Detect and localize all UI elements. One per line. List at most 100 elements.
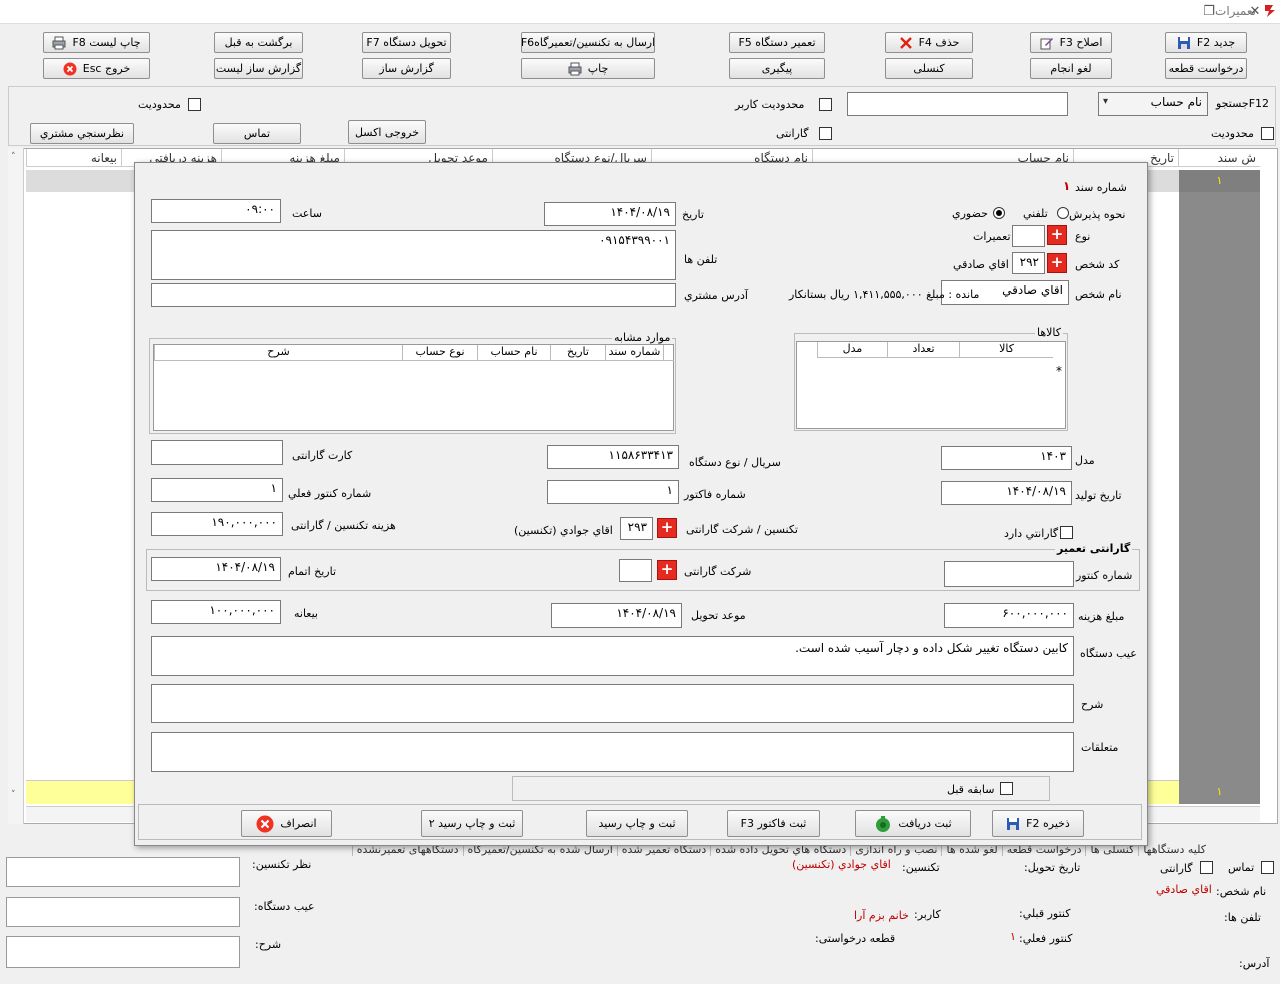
- bottom-defect-field[interactable]: [6, 897, 240, 927]
- selected-row-doc-number[interactable]: ۱: [1179, 170, 1260, 192]
- warranty-card-field[interactable]: [151, 440, 283, 465]
- deliver-device-button[interactable]: تحویل دستگاه F7: [362, 32, 451, 53]
- defect-field[interactable]: کابین دستگاه تغییر شکل داده و دچار آسیب …: [151, 636, 1074, 676]
- phone-radio[interactable]: [1057, 207, 1069, 219]
- contact-button[interactable]: تماس: [213, 123, 301, 144]
- tab-not-repaired[interactable]: دستگاههای تعمیرنشده: [351, 843, 463, 856]
- col-cost[interactable]: مبلغ هزینه: [221, 149, 344, 167]
- tech-cost-field[interactable]: ۱۹۰,۰۰۰,۰۰۰: [151, 512, 283, 536]
- search-input[interactable]: [847, 92, 1068, 116]
- col-deposit[interactable]: بیعانه: [26, 149, 121, 167]
- has-warranty-checkbox[interactable]: [1060, 526, 1073, 539]
- date-field[interactable]: ۱۴۰۴/۰۸/۱۹: [544, 202, 676, 226]
- meter-number-field[interactable]: [944, 561, 1074, 587]
- history-checkbox[interactable]: [1000, 782, 1013, 795]
- goods-col-qty[interactable]: تعداد: [887, 342, 959, 358]
- similar-items-grid[interactable]: شماره سند تاریخ نام حساب نوع حساب شرح: [153, 344, 674, 431]
- similar-col-account[interactable]: نام حساب: [477, 345, 550, 361]
- search-field-select[interactable]: نام حساب ▾: [1098, 92, 1208, 116]
- add-warranty-company-icon[interactable]: +: [657, 560, 677, 580]
- finish-date-field[interactable]: ۱۴۰۴/۰۸/۱۹: [151, 557, 281, 581]
- tab-installation[interactable]: نصب و راه اندازی: [850, 843, 941, 856]
- save-button[interactable]: ذخیره F2: [992, 810, 1084, 837]
- report-builder-button[interactable]: گزارش ساز: [362, 58, 451, 79]
- type-code-field[interactable]: [1012, 225, 1045, 247]
- send-to-technician-button[interactable]: ارسال به تکنسین/تعمیرگاهF6: [521, 32, 655, 53]
- similar-col-desc[interactable]: شرح: [154, 345, 402, 361]
- delete-button[interactable]: حذف F4: [885, 32, 973, 53]
- tab-cancelled[interactable]: لغو شده ها: [941, 843, 1001, 856]
- limit-user-checkbox[interactable]: [819, 98, 832, 111]
- add-person-icon[interactable]: +: [1047, 253, 1067, 273]
- col-received-cost[interactable]: هزینه دریافتی: [121, 149, 221, 167]
- goods-col-item[interactable]: کالا: [959, 342, 1053, 358]
- receive-payment-button[interactable]: ثبت دریافت: [855, 810, 971, 837]
- col-account-name[interactable]: نام حساب: [812, 149, 1073, 167]
- register-invoice-button[interactable]: ثبت فاکتور F3: [727, 810, 820, 837]
- time-field[interactable]: ۰۹:۰۰: [151, 199, 281, 223]
- goods-grid[interactable]: کالا تعداد مدل *: [796, 341, 1066, 429]
- similar-col-date[interactable]: تاریخ: [550, 345, 605, 361]
- scroll-down-icon[interactable]: ˅: [11, 790, 16, 800]
- warranty-company-field[interactable]: [619, 559, 652, 582]
- followup-button[interactable]: پیگیری: [729, 58, 825, 79]
- col-serial[interactable]: سریال/نوع دستگاه: [492, 149, 651, 167]
- consult-button[interactable]: کنسلی: [885, 58, 973, 79]
- add-technician-icon[interactable]: +: [657, 518, 677, 538]
- edit-button[interactable]: اصلاح F3: [1030, 32, 1112, 53]
- tab-part-requests[interactable]: درخواست قطعه: [1001, 843, 1086, 856]
- goods-col-model[interactable]: مدل: [817, 342, 887, 358]
- cancel-button[interactable]: انصراف: [241, 810, 332, 837]
- deposit-field[interactable]: ۱۰۰,۰۰۰,۰۰۰: [151, 600, 281, 624]
- col-doc-number[interactable]: ش سند: [1178, 149, 1260, 167]
- similar-col-account-type[interactable]: نوع حساب: [402, 345, 477, 361]
- print-button[interactable]: چاپ: [521, 58, 655, 79]
- add-type-icon[interactable]: +: [1047, 225, 1067, 245]
- print-list-button[interactable]: چاپ لیست F8: [43, 32, 150, 53]
- person-name-field[interactable]: اقاي صادقي: [941, 280, 1069, 305]
- limit-checkbox[interactable]: [188, 98, 201, 111]
- description-field[interactable]: [151, 684, 1074, 723]
- restore-icon[interactable]: ❐: [1203, 4, 1215, 19]
- new-button[interactable]: جدید F2: [1165, 32, 1247, 53]
- col-delivery-due[interactable]: موعد تحویل: [344, 149, 492, 167]
- repair-device-button[interactable]: تعمیر دستگاه F5: [729, 32, 825, 53]
- technician-code-field[interactable]: ۲۹۳: [620, 517, 653, 540]
- address-field[interactable]: [151, 283, 676, 307]
- close-window-icon[interactable]: ✕: [1249, 4, 1261, 19]
- tab-all-devices[interactable]: کلیه دستگاهها: [1138, 843, 1210, 856]
- production-date-field[interactable]: ۱۴۰۴/۰۸/۱۹: [941, 481, 1072, 505]
- tab-consults[interactable]: کنسلی ها: [1085, 843, 1138, 856]
- cost-field[interactable]: ۶۰۰,۰۰۰,۰۰۰: [944, 603, 1074, 628]
- current-meter-field[interactable]: ۱: [151, 478, 283, 502]
- col-device-name[interactable]: نام دستگاه: [651, 149, 812, 167]
- cancel-done-button[interactable]: لغو انجام: [1030, 58, 1112, 79]
- excel-export-button[interactable]: خروجی اکسل: [348, 120, 426, 144]
- scroll-up-icon[interactable]: ˄: [11, 152, 16, 162]
- similar-col-doc-number[interactable]: شماره سند: [605, 345, 663, 361]
- limit-right-checkbox[interactable]: [1261, 127, 1274, 140]
- bottom-desc-field[interactable]: [6, 936, 240, 968]
- accessories-field[interactable]: [151, 732, 1074, 772]
- serial-field[interactable]: ۱۱۵۸۶۳۳۴۱۳: [547, 445, 679, 469]
- invoice-number-field[interactable]: ۱: [547, 480, 679, 504]
- vertical-scrollbar[interactable]: ˄ ˅: [8, 148, 24, 824]
- survey-button[interactable]: نظرسنجي مشتري: [30, 123, 134, 144]
- phones-field[interactable]: ۰۹۱۵۴۳۹۹۰۰۱: [151, 230, 676, 280]
- tab-repaired[interactable]: دستگاه تعمیر شده: [616, 843, 711, 856]
- report-builder-list-button[interactable]: گزارش ساز لیست: [214, 58, 303, 79]
- return-back-button[interactable]: برگشت به قبل: [214, 32, 303, 53]
- save-print-receipt-button[interactable]: ثبت و چاپ رسید: [586, 810, 688, 837]
- delivery-due-field[interactable]: ۱۴۰۴/۰۸/۱۹: [551, 603, 682, 628]
- exit-button[interactable]: خروج Esc: [43, 58, 150, 79]
- in-person-radio[interactable]: [993, 207, 1005, 219]
- save-print-receipt-2-button[interactable]: ثبت و چاپ رسید ۲: [421, 810, 523, 837]
- warranty-checkbox[interactable]: [819, 127, 832, 140]
- col-date[interactable]: تاریخ: [1073, 149, 1178, 167]
- bottom-warranty-checkbox[interactable]: [1200, 861, 1213, 874]
- person-code-field[interactable]: ۲۹۲: [1012, 252, 1045, 274]
- part-request-button[interactable]: درخواست قطعه: [1165, 58, 1247, 79]
- tech-opinion-field[interactable]: [6, 857, 240, 887]
- tab-sent-to-tech[interactable]: ارسال شده به تکنسین/تعمیرگاه: [462, 843, 617, 856]
- tab-delivered[interactable]: دستگاه هاي تحویل داده شده: [710, 843, 850, 856]
